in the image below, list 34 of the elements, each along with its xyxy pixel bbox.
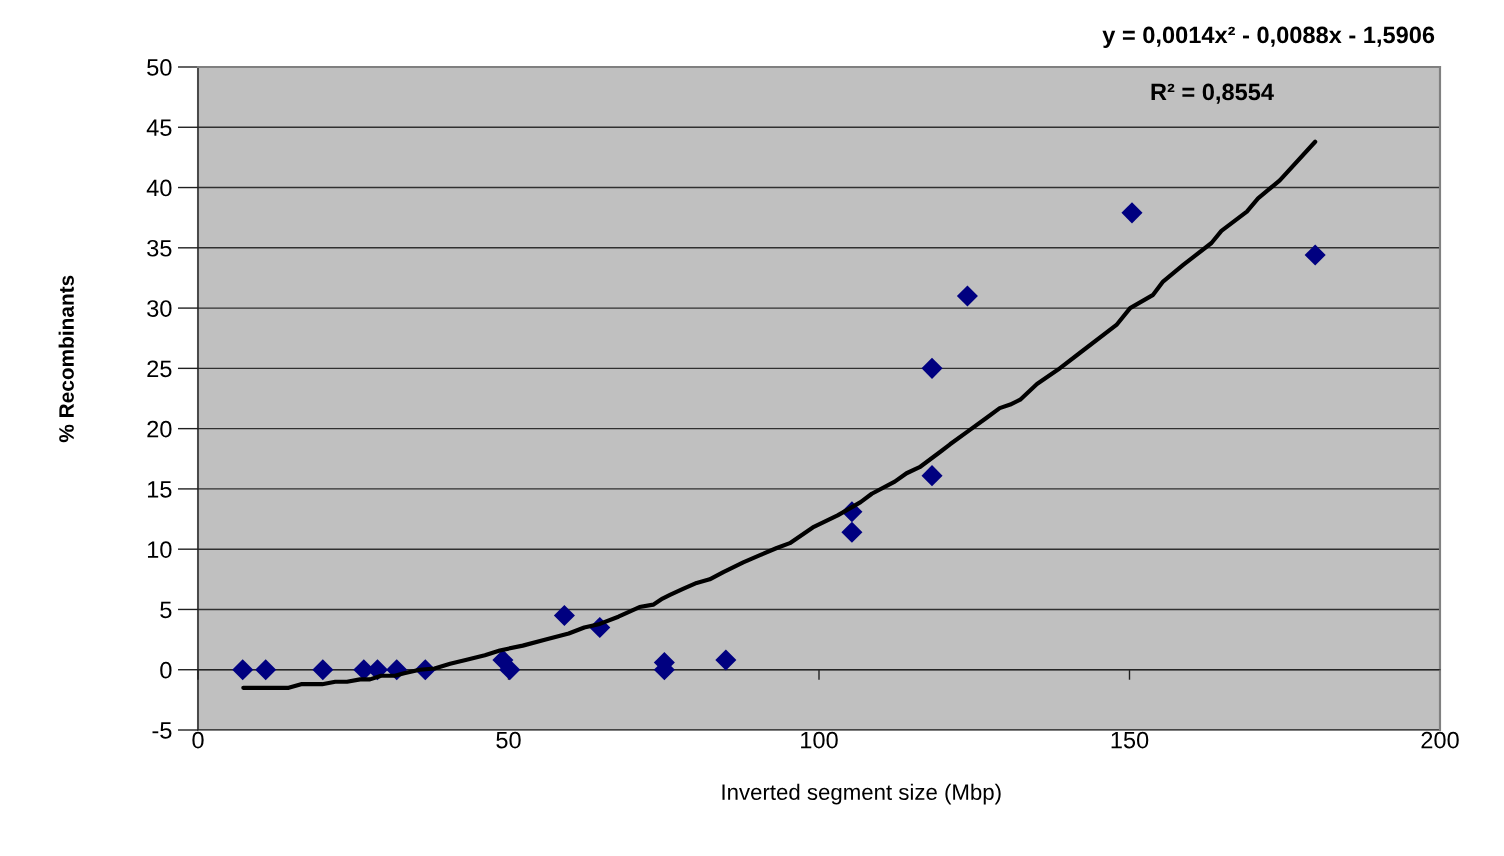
y-tick-label: 40: [146, 179, 172, 197]
y-axis-title: % Recombinants: [58, 275, 74, 443]
y-tick-label: 5: [160, 601, 172, 619]
text: y = 0,0014x² - 0,0088x - 1,5906: [1102, 26, 1435, 48]
y-tick-label: 0: [160, 661, 172, 679]
point: [1304, 244, 1326, 266]
x-tick-label: 100: [801, 731, 838, 749]
x-tick-label: 150: [1111, 731, 1149, 749]
y-tick-label: 45: [146, 119, 172, 137]
point: [1121, 202, 1143, 224]
y-tick-label: 35: [147, 239, 172, 257]
point: [312, 659, 334, 681]
y-tick-label: 30: [147, 300, 172, 317]
point: [841, 521, 863, 543]
x-axis-title: Inverted segment size (Mbp): [722, 783, 1001, 805]
line-series: [241, 139, 1318, 690]
x-tick-label: 0: [192, 731, 204, 749]
point: [921, 357, 943, 379]
x-tick-label: 200: [1421, 731, 1459, 749]
y-tick-label: 25: [147, 360, 172, 378]
point: [232, 659, 254, 681]
point: [956, 285, 978, 307]
y-tick-label: 10: [147, 541, 172, 558]
point: [255, 659, 277, 681]
point: [553, 604, 575, 627]
point: [715, 649, 737, 671]
y-tick-label: 15: [147, 481, 172, 498]
annotation: R² = 0,8554: [1151, 83, 1274, 104]
y-tick-label: 50: [147, 59, 172, 76]
point: [921, 465, 943, 487]
y-tick-label: 20: [147, 420, 172, 438]
y-tick-label: -5: [152, 722, 172, 739]
x-tick-label: 50: [496, 731, 521, 749]
point: [499, 659, 521, 681]
